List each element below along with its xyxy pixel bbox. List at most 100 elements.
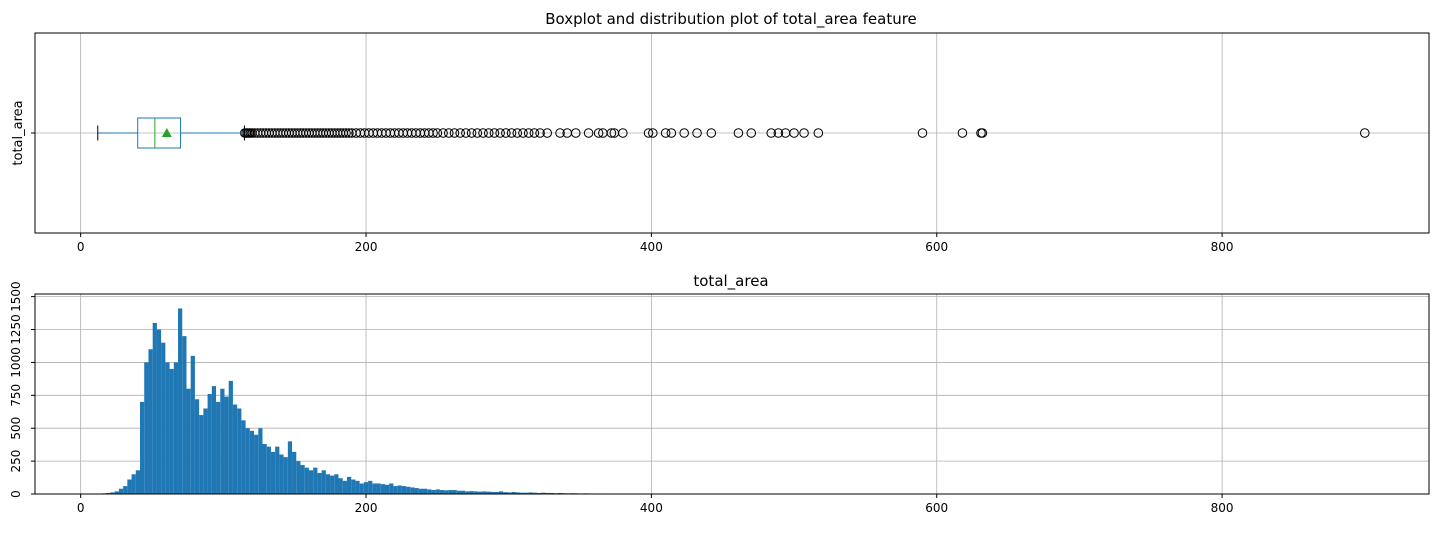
histogram-bar [275,447,279,494]
histogram-bar [444,490,448,494]
histogram-bar [406,487,410,494]
histogram-bar [410,487,414,494]
boxplot-panel: Boxplot and distribution plot of total_a… [11,10,1429,254]
histogram-bar [364,482,368,494]
histogram-bar [267,447,271,494]
boxplot-x-tick-label: 800 [1211,240,1234,254]
histogram-bar [132,474,136,494]
histogram-bar [241,420,245,494]
histogram-bar [250,431,254,494]
histogram-bar [182,336,186,494]
histogram-bar [233,405,237,494]
histogram-y-tick-label: 500 [9,417,23,440]
histogram-bar [415,488,419,494]
histogram-bar [305,468,309,494]
histogram-bar [203,408,207,494]
histogram-bar [423,489,427,494]
histogram-y-tick-label: 0 [9,490,23,498]
histogram-bar [385,485,389,494]
boxplot-x-tick-label: 400 [640,240,663,254]
histogram-bar [123,486,127,494]
histogram-bar [119,489,123,494]
histogram-bar [144,362,148,494]
histogram-bar [186,389,190,494]
histogram-bar [322,470,326,494]
histogram-bar [178,308,182,494]
histogram-bar [355,481,359,494]
histogram-x-tick-label: 0 [77,501,85,515]
histogram-bar [296,461,300,494]
histogram-bar [440,490,444,494]
histogram-bar [224,397,228,494]
boxplot-x-tick-label: 0 [77,240,85,254]
histogram-bar [262,444,266,494]
histogram-x-tick-label: 800 [1211,501,1234,515]
histogram-bar [427,489,431,494]
histogram-bar [334,474,338,494]
histogram-bar [351,480,355,494]
histogram-bar [313,468,317,494]
histogram-bars [98,308,1090,494]
histogram-bar [326,474,330,494]
histogram-bar [453,490,457,494]
histogram-bar [279,455,283,494]
histogram-bar [292,452,296,494]
boxplot-x-tick-label: 200 [355,240,378,254]
histogram-y-tick-label: 1250 [9,314,23,345]
histogram-bar [229,381,233,494]
histogram-bar [208,394,212,494]
histogram-bar [170,369,174,494]
histogram-bar [402,486,406,494]
histogram-bar [436,489,440,494]
histogram-bar [246,428,250,494]
histogram-y-tick-label: 250 [9,450,23,473]
histogram-bar [330,476,334,494]
histogram-bar [136,470,140,494]
histogram-bar [174,362,178,494]
boxplot-x-tick-label: 600 [925,240,948,254]
histogram-bar [220,389,224,494]
histogram-bar [448,490,452,494]
histogram-title: total_area [693,272,768,291]
boxplot-y-axis-label: total_area [11,100,26,165]
histogram-bar [393,486,397,494]
histogram-y-ticks: 0 250 500 750 1000 1250 1500 [9,281,35,497]
histogram-bar [216,402,220,494]
histogram-bar [195,399,199,494]
histogram-bar [127,480,131,494]
histogram-bar [271,452,275,494]
histogram-bar [157,330,161,494]
histogram-bar [347,477,351,494]
histogram-bar [368,481,372,494]
histogram-bar [288,441,292,494]
histogram-bar [254,435,258,494]
histogram-bar [284,457,288,494]
histogram-bar [165,362,169,494]
histogram-x-tick-label: 200 [355,501,378,515]
histogram-bar [309,470,313,494]
histogram-bar [343,481,347,494]
histogram-y-tick-label: 1500 [9,281,23,312]
histogram-x-tick-label: 400 [640,501,663,515]
histogram-bar [431,490,435,494]
histogram-y-tick-label: 1000 [9,347,23,378]
histogram-bar [212,386,216,494]
histogram-bar [191,356,195,494]
histogram-bar [153,323,157,494]
histogram-bar [237,408,241,494]
histogram-bar [389,483,393,494]
histogram-bar [339,478,343,494]
histogram-bar [372,483,376,494]
histogram-bar [301,465,305,494]
boxplot-x-ticks: 0 200 400 600 800 [77,233,1234,254]
histogram-bar [148,349,152,494]
histogram-bar [398,485,402,494]
histogram-bar [199,415,203,494]
histogram-bar [140,402,144,494]
histogram-bar [161,343,165,494]
histogram-y-tick-label: 750 [9,384,23,407]
